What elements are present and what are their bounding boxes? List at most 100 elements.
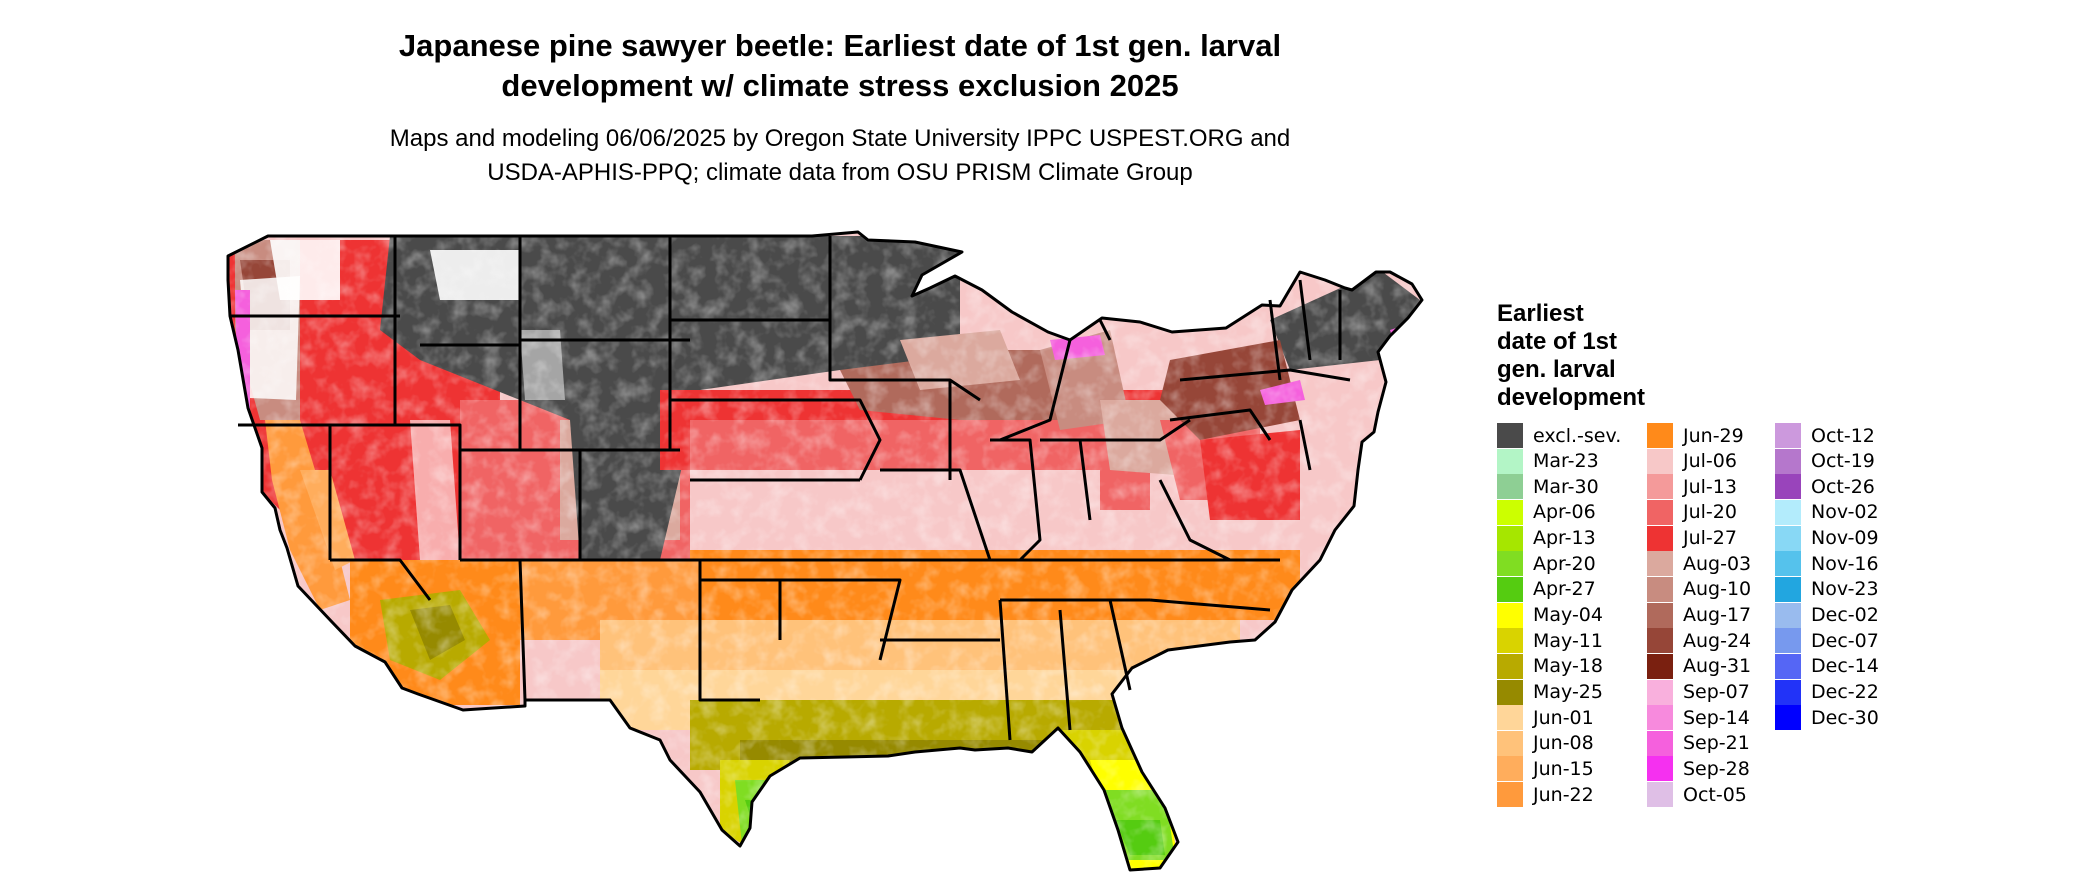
legend-swatch (1497, 551, 1523, 577)
legend-swatch (1497, 653, 1523, 679)
legend-swatch (1497, 679, 1523, 705)
map-subtitle-line-2: USDA-APHIS-PPQ; climate data from OSU PR… (487, 159, 1193, 186)
legend-label: May-11 (1533, 629, 1603, 652)
legend-label: Oct-12 (1811, 424, 1875, 447)
legend-swatch (1775, 628, 1801, 654)
legend-swatch (1497, 499, 1523, 525)
legend-label: Jun-15 (1533, 757, 1594, 780)
legend-item: Jul-06 (1647, 448, 1737, 474)
legend-swatch (1775, 602, 1801, 628)
legend-label: Dec-22 (1811, 681, 1879, 703)
legend-swatch (1775, 474, 1801, 500)
legend-item: Jun-22 (1497, 782, 1594, 808)
legend-label: Jul-27 (1683, 527, 1737, 550)
legend-label: Oct-19 (1811, 450, 1875, 473)
legend-swatch (1775, 551, 1801, 577)
legend-label: Aug-03 (1683, 552, 1752, 575)
legend-item: May-11 (1497, 628, 1603, 654)
legend-label: Nov-16 (1811, 552, 1879, 575)
legend-item: Oct-26 (1775, 474, 1875, 500)
legend-label: Nov-02 (1811, 501, 1879, 524)
legend-swatch (1497, 576, 1523, 602)
legend-swatch (1647, 551, 1673, 577)
legend-label: May-25 (1533, 681, 1603, 703)
legend-swatch (1775, 423, 1801, 448)
legend-item: Nov-02 (1775, 499, 1879, 525)
legend-swatch (1775, 705, 1801, 731)
legend-swatch (1647, 782, 1673, 808)
legend-item: May-25 (1497, 679, 1603, 705)
legend-item: May-04 (1497, 602, 1603, 628)
legend-label: Jun-08 (1533, 732, 1594, 755)
legend-label: May-04 (1533, 604, 1603, 627)
legend-label: Dec-14 (1811, 655, 1879, 678)
legend-item: Aug-03 (1647, 551, 1752, 577)
legend-label: Aug-24 (1683, 629, 1752, 652)
legend-label: Sep-21 (1683, 732, 1750, 755)
legend-swatch (1497, 782, 1523, 808)
legend-swatch (1775, 653, 1801, 679)
legend-label: Dec-07 (1811, 629, 1879, 652)
legend-item: Jul-20 (1647, 499, 1737, 525)
legend-label: Apr-20 (1533, 552, 1596, 575)
legend-title-line: date of 1st (1497, 328, 1618, 355)
legend-swatch (1647, 730, 1673, 756)
legend-swatch (1497, 730, 1523, 756)
legend-swatch (1497, 705, 1523, 731)
legend-item: Oct-12 (1775, 423, 1875, 448)
legend-swatch (1647, 602, 1673, 628)
legend-swatch (1647, 576, 1673, 602)
legend-label: Mar-23 (1533, 450, 1599, 473)
legend-item: Sep-07 (1647, 679, 1750, 705)
legend-label: Mar-30 (1533, 475, 1599, 498)
legend-item: Apr-13 (1497, 525, 1596, 551)
legend-swatch (1647, 499, 1673, 525)
legend-item: Dec-14 (1775, 653, 1879, 679)
legend-item: Jul-27 (1647, 525, 1737, 551)
legend-label: Dec-30 (1811, 706, 1879, 729)
legend-item: Aug-31 (1647, 653, 1751, 679)
legend-label: Apr-06 (1533, 501, 1596, 524)
legend-item: May-18 (1497, 653, 1603, 679)
legend-label: Aug-10 (1683, 578, 1752, 601)
legend-item: excl.-sev. (1497, 423, 1621, 448)
legend-item: Jun-15 (1497, 756, 1594, 782)
legend-label: Aug-17 (1683, 604, 1752, 627)
legend-item: Oct-19 (1775, 448, 1875, 474)
legend-item: Apr-06 (1497, 499, 1596, 525)
legend-item: Dec-07 (1775, 628, 1879, 654)
legend-swatch (1647, 423, 1673, 448)
legend-label: Jul-20 (1683, 501, 1737, 524)
legend-swatch (1775, 525, 1801, 551)
legend-item: Mar-23 (1497, 448, 1599, 474)
legend-item: Sep-28 (1647, 756, 1750, 782)
legend-swatch (1647, 653, 1673, 679)
legend-item: Dec-22 (1775, 679, 1879, 705)
legend-item: Nov-09 (1775, 525, 1879, 551)
legend-swatch (1775, 448, 1801, 474)
map-subtitle: Maps and modeling 06/06/2025 by Oregon S… (389, 125, 1291, 152)
legend-label: Apr-13 (1533, 527, 1596, 550)
legend-label: May-18 (1533, 655, 1603, 678)
legend-item: Jun-08 (1497, 730, 1594, 756)
legend-swatch (1647, 705, 1673, 731)
legend-swatch (1497, 474, 1523, 500)
legend-swatch (1647, 679, 1673, 705)
legend-item: Sep-21 (1647, 730, 1750, 756)
legend-item: Dec-02 (1775, 602, 1879, 628)
legend-label: Oct-26 (1811, 475, 1875, 498)
legend-label: excl.-sev. (1533, 424, 1622, 447)
legend-swatch (1647, 628, 1673, 654)
legend-item: Apr-27 (1497, 576, 1596, 602)
legend-label: Apr-27 (1533, 578, 1596, 601)
legend-label: Oct-05 (1683, 783, 1747, 806)
legend-label: Jul-06 (1683, 450, 1737, 473)
legend-swatch (1775, 679, 1801, 705)
legend-label: Jun-01 (1533, 706, 1594, 729)
legend-item: Aug-10 (1647, 576, 1752, 602)
legend-label: Nov-09 (1811, 527, 1879, 550)
legend-item: Aug-17 (1647, 602, 1752, 628)
legend-item: Dec-30 (1775, 705, 1879, 731)
legend-item: Jun-29 (1647, 423, 1744, 448)
